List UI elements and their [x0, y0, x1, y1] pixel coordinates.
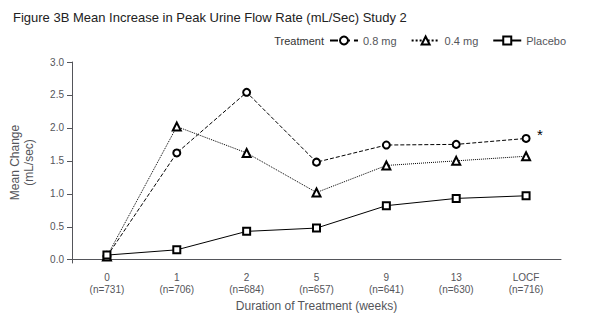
svg-text:LOCF: LOCF: [513, 272, 540, 283]
svg-text:0.4 mg: 0.4 mg: [445, 35, 479, 47]
svg-text:Treatment: Treatment: [274, 35, 324, 47]
svg-text:0.5: 0.5: [50, 221, 64, 232]
svg-text:5: 5: [314, 272, 320, 283]
svg-text:(n=684): (n=684): [229, 284, 264, 295]
svg-text:2.5: 2.5: [50, 89, 64, 100]
svg-text:2: 2: [244, 272, 250, 283]
svg-text:1.5: 1.5: [50, 155, 64, 166]
svg-text:9: 9: [384, 272, 390, 283]
svg-text:(n=706): (n=706): [159, 284, 194, 295]
svg-text:2.0: 2.0: [50, 122, 64, 133]
svg-text:Mean Change: Mean Change: [8, 124, 22, 200]
svg-text:Figure 3B Mean Increase in Pea: Figure 3B Mean Increase in Peak Urine Fl…: [13, 10, 407, 25]
svg-text:(n=716): (n=716): [509, 284, 544, 295]
svg-text:*: *: [537, 126, 543, 143]
svg-text:(n=630): (n=630): [439, 284, 474, 295]
svg-text:(n=641): (n=641): [369, 284, 404, 295]
svg-text:1: 1: [174, 272, 180, 283]
svg-text:(mL/sec): (mL/sec): [22, 139, 36, 186]
svg-text:3.0: 3.0: [50, 57, 64, 68]
svg-text:1.0: 1.0: [50, 188, 64, 199]
svg-text:(n=731): (n=731): [90, 284, 125, 295]
svg-text:0: 0: [104, 272, 110, 283]
svg-text:Placebo: Placebo: [526, 35, 566, 47]
svg-text:0.8 mg: 0.8 mg: [363, 35, 397, 47]
svg-text:13: 13: [451, 272, 463, 283]
svg-text:(n=657): (n=657): [299, 284, 334, 295]
svg-text:Duration of Treatment (weeks): Duration of Treatment (weeks): [236, 299, 397, 313]
svg-text:0.0: 0.0: [50, 254, 64, 265]
